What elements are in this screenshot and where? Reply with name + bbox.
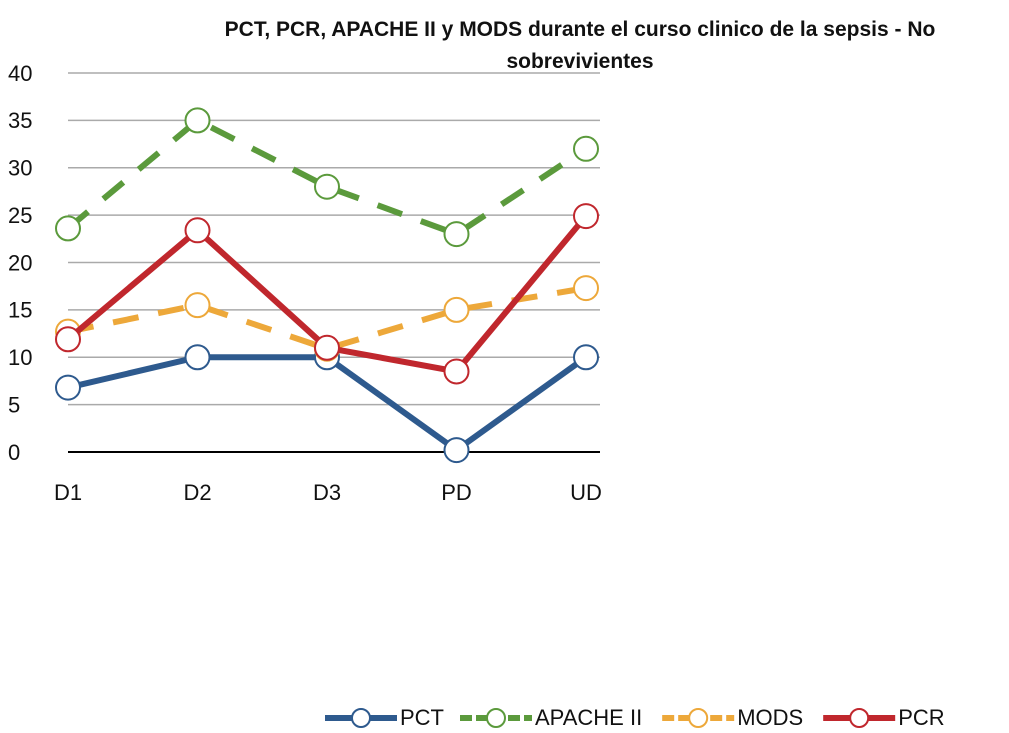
- y-tick-label: 10: [8, 345, 32, 370]
- data-point: [184, 217, 211, 244]
- x-tick-label: D2: [183, 480, 211, 505]
- x-tick-label: PD: [441, 480, 472, 505]
- x-tick-label: D3: [313, 480, 341, 505]
- y-tick-label: 35: [8, 108, 32, 133]
- legend-label: APACHE II: [535, 705, 642, 730]
- legend-label: PCR: [898, 705, 944, 730]
- x-tick-label: UD: [570, 480, 602, 505]
- data-point: [573, 203, 599, 230]
- data-point: [443, 221, 470, 248]
- data-point: [55, 326, 81, 353]
- data-point: [184, 344, 211, 371]
- legend-marker: [849, 708, 870, 728]
- data-point: [314, 334, 340, 361]
- y-tick-label: 0: [8, 440, 20, 465]
- series-line: [66, 116, 588, 238]
- legend-label: MODS: [737, 705, 803, 730]
- data-point: [573, 135, 599, 162]
- chart-title: PCT, PCR, APACHE II y MODS durante el cu…: [224, 18, 936, 73]
- y-tick-label: 25: [8, 203, 32, 228]
- y-tick-label: 5: [8, 392, 20, 417]
- y-tick-label: 40: [8, 61, 32, 86]
- data-point: [573, 275, 599, 302]
- data-point: [314, 173, 340, 200]
- data-point: [573, 344, 599, 371]
- x-tick-label: D1: [54, 480, 82, 505]
- data-point: [443, 296, 470, 323]
- data-point: [443, 437, 470, 464]
- data-point: [443, 358, 470, 385]
- y-tick-label: 15: [8, 298, 32, 323]
- legend-label: PCT: [400, 705, 444, 730]
- data-point: [55, 215, 81, 242]
- data-point: [184, 292, 211, 319]
- y-tick-label: 20: [8, 250, 32, 275]
- legend-marker: [688, 708, 709, 728]
- series-line: [67, 354, 588, 454]
- legend-marker: [486, 708, 506, 728]
- y-tick-label: 30: [8, 156, 32, 181]
- legend-marker: [351, 708, 371, 728]
- data-point: [184, 107, 211, 134]
- data-point: [55, 374, 81, 401]
